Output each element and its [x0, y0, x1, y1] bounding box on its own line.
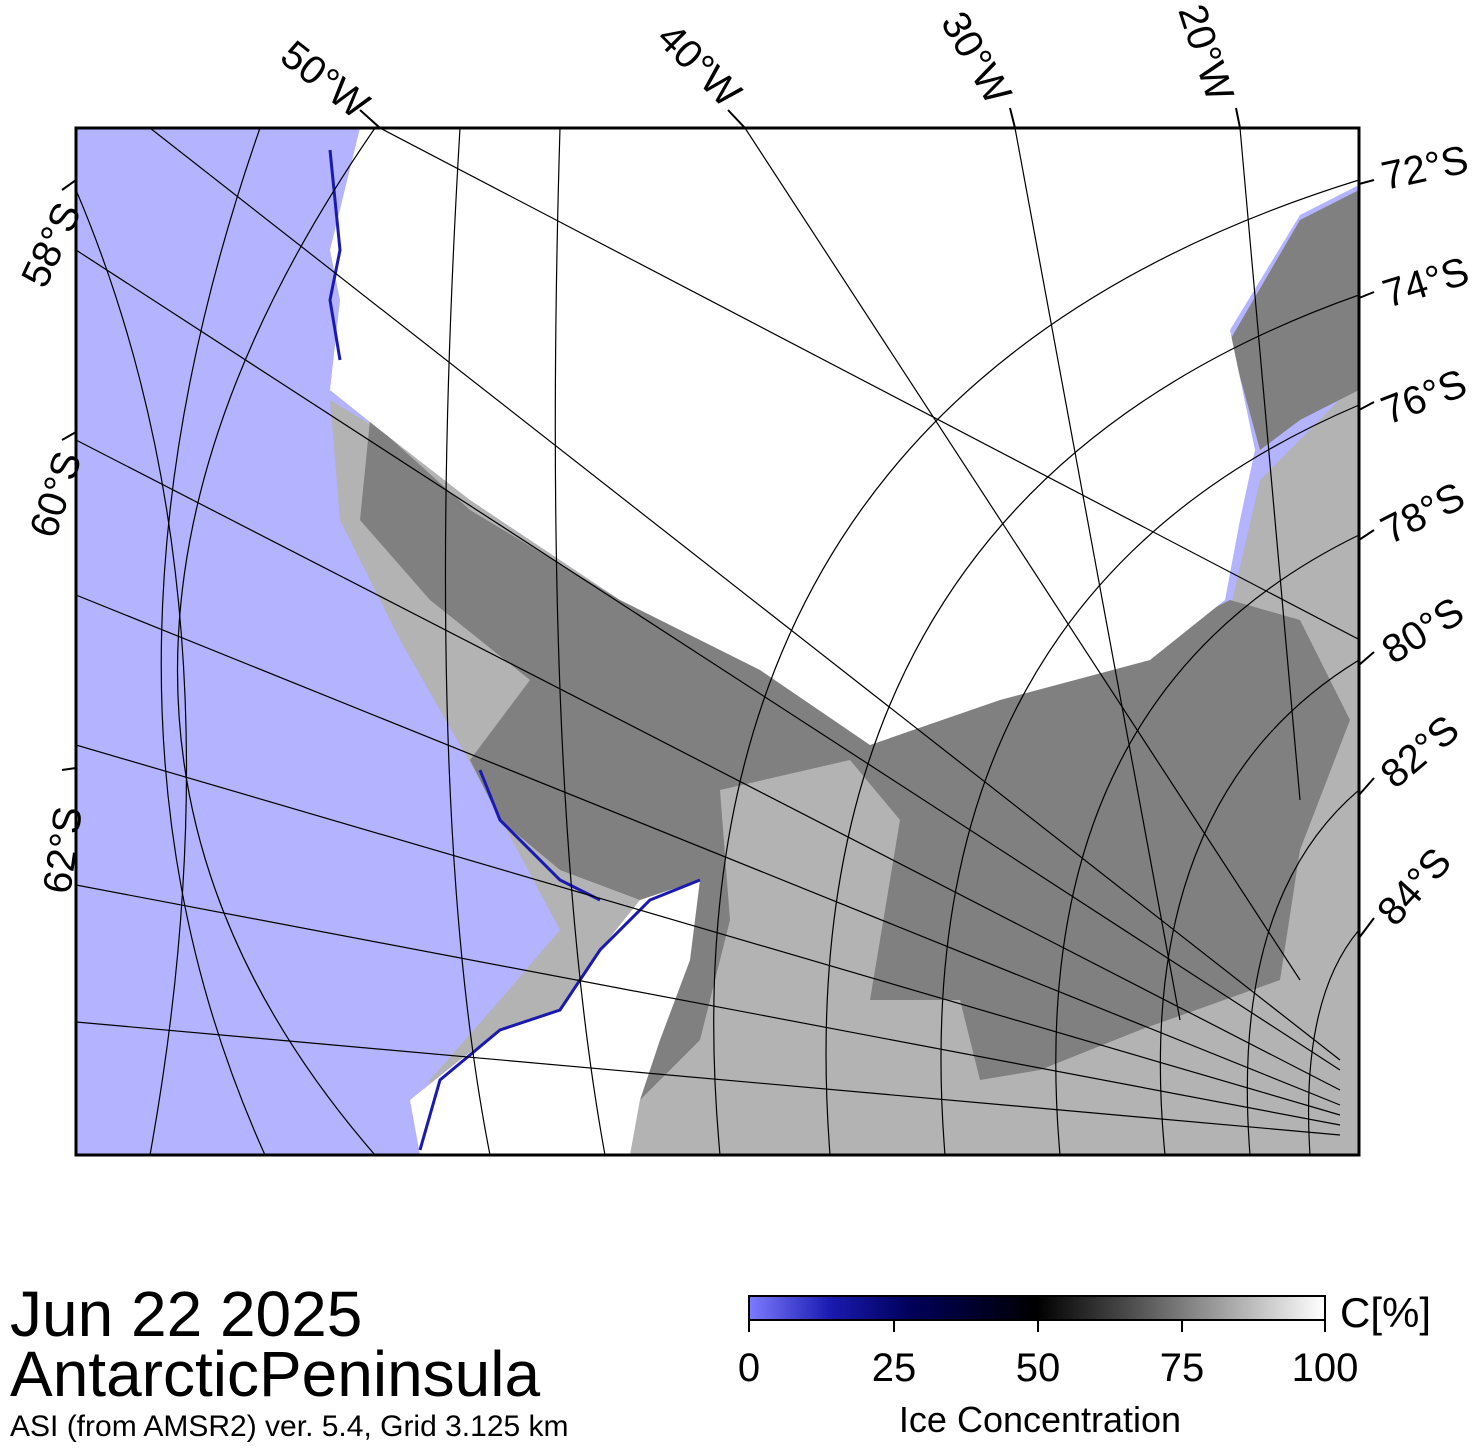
colorbar-label-0: 0 [737, 1346, 761, 1390]
lat-label-82s: 82°S [1373, 707, 1468, 797]
colorbar-tick [1037, 1320, 1039, 1332]
parallel-88s [1307, 929, 1359, 1155]
meridian-e [76, 884, 1341, 1126]
lat-label-78s: 78°S [1374, 474, 1472, 553]
map-date: Jun 22 2025 [10, 1278, 363, 1350]
colorbar-label-50: 50 [1015, 1346, 1061, 1390]
lon-label-30w: 30°W [932, 5, 1019, 112]
lat-label-80s: 80°S [1374, 589, 1471, 673]
meridian-d [76, 744, 1341, 1116]
parallel-78s [825, 294, 1359, 1155]
meridian-50w [379, 128, 1359, 641]
colorbar-label-25: 25 [871, 1346, 917, 1390]
colorbar-tick [1181, 1320, 1183, 1332]
colorbar-tick [748, 1320, 750, 1332]
product-info: ASI (from AMSR2) ver. 5.4, Grid 3.125 km [10, 1410, 569, 1443]
longitude-labels: 50°W 40°W 30°W 20°W [272, 0, 1242, 129]
parallel-72s [444, 128, 491, 1155]
lon-label-40w: 40°W [649, 15, 750, 116]
lat-label-74s: 74°S [1378, 249, 1474, 317]
meridian-40w [744, 128, 1301, 981]
meridian-g [149, 128, 1341, 1061]
parallel-62s [177, 128, 376, 1155]
parallel-60s [160, 128, 266, 1155]
meridian-f [76, 1021, 1341, 1136]
lat-label-72s: 72°S [1378, 138, 1472, 199]
parallel-84s [1159, 659, 1359, 1155]
lon-label-50w: 50°W [272, 32, 377, 127]
ice-edge [328, 149, 701, 1151]
parallel-74s [554, 128, 606, 1155]
parallel-58s [76, 189, 188, 1155]
graticule [76, 128, 1359, 1155]
meridian-a [76, 249, 1341, 1071]
parallel-82s [1055, 534, 1359, 1155]
colorbar-title: Ice Concentration [898, 1399, 1182, 1440]
colorbar-tick [893, 1320, 895, 1332]
sea-ice-map: 50°W 40°W 30°W 20°W 58°S 60°S 62°S 72°S … [13, 0, 1474, 1157]
lat-label-76s: 76°S [1375, 361, 1472, 433]
parallel-76s [713, 179, 1359, 1155]
colorbar-tick [1324, 1320, 1326, 1332]
meridian-b [76, 439, 1341, 1091]
lon-label-20w: 20°W [1169, 0, 1241, 106]
region-name: AntarcticPeninsula [10, 1338, 541, 1410]
lat-label-84s: 84°S [1369, 840, 1460, 934]
latitude-labels-right: 72°S 74°S 76°S 78°S 80°S 82°S 84°S [1358, 138, 1474, 939]
colorbar-label-75: 75 [1159, 1346, 1205, 1390]
pack-ice [330, 128, 1359, 745]
colorbar [748, 1295, 1326, 1321]
peninsula-ice [410, 880, 700, 1155]
map-frame [74, 126, 1361, 1157]
ice-shelf [360, 420, 1350, 1155]
meridian-20w [1239, 128, 1301, 801]
colorbar-unit: C[%] [1340, 1289, 1432, 1336]
meridian-c [76, 594, 1341, 1106]
colorbar-label-100: 100 [1291, 1346, 1359, 1390]
meridian-30w [1014, 128, 1181, 1021]
parallel-86s [1246, 789, 1359, 1155]
parallel-80s [940, 404, 1359, 1155]
